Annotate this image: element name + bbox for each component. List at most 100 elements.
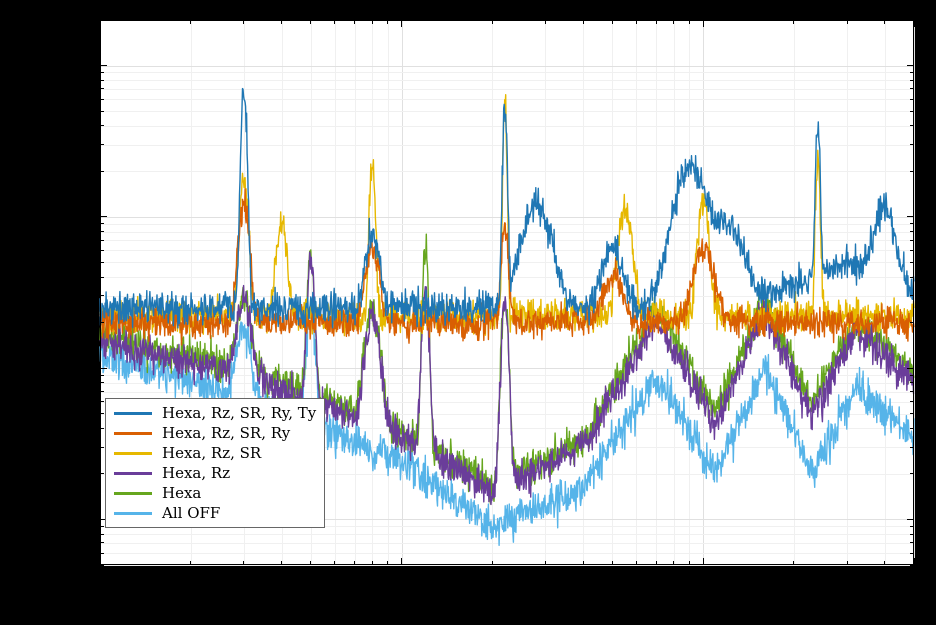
y-tick [100, 144, 104, 145]
y-tick [100, 401, 104, 402]
y-tick [100, 534, 104, 535]
x-tick [793, 20, 794, 24]
y-tick [100, 526, 104, 527]
y-tick [100, 447, 104, 448]
x-tick [884, 20, 885, 24]
y-tick [100, 375, 104, 376]
y-tick [100, 391, 104, 392]
y-tick [910, 171, 914, 172]
x-tick [689, 561, 690, 565]
y-tick [910, 542, 914, 543]
legend-swatch [114, 452, 152, 455]
x-tick [281, 561, 282, 565]
y-tick [910, 473, 914, 474]
x-tick [310, 20, 311, 24]
x-tick [354, 561, 355, 565]
x-tick [354, 20, 355, 24]
y-tick [100, 240, 104, 241]
legend-item: All OFF [114, 503, 316, 523]
legend-item: Hexa, Rz [114, 463, 316, 483]
x-tick [636, 561, 637, 565]
legend-item: Hexa, Rz, SR [114, 443, 316, 463]
y-tick [100, 322, 104, 323]
y-tick [910, 240, 914, 241]
y-tick [100, 231, 104, 232]
y-grid-minor [100, 565, 914, 566]
x-tick [401, 558, 402, 565]
y-tick [910, 413, 914, 414]
y-tick [100, 277, 104, 278]
x-tick [372, 561, 373, 565]
y-tick [910, 231, 914, 232]
y-tick [910, 526, 914, 527]
y-tick [100, 542, 104, 543]
legend-item: Hexa [114, 483, 316, 503]
y-tick [100, 295, 104, 296]
y-tick [100, 428, 104, 429]
axis-top [100, 20, 914, 21]
x-tick [689, 20, 690, 24]
y-tick [910, 401, 914, 402]
y-tick [910, 144, 914, 145]
x-tick [492, 561, 493, 565]
x-tick [243, 20, 244, 24]
series-s0 [100, 89, 914, 328]
y-tick [100, 553, 104, 554]
y-tick [910, 534, 914, 535]
x-tick [100, 558, 101, 565]
y-tick [910, 391, 914, 392]
legend-label: Hexa [162, 483, 201, 503]
legend-label: Hexa, Rz, SR, Ry, Ty [162, 403, 316, 423]
y-tick [910, 447, 914, 448]
x-tick [545, 20, 546, 24]
y-tick [100, 65, 107, 66]
x-tick [793, 561, 794, 565]
x-grid-major [914, 20, 915, 565]
x-tick [334, 20, 335, 24]
x-tick [583, 20, 584, 24]
x-tick [372, 20, 373, 24]
y-tick [910, 277, 914, 278]
axis-bottom [100, 564, 914, 565]
y-tick [907, 368, 914, 369]
legend-swatch [114, 432, 152, 435]
y-tick [910, 72, 914, 73]
x-tick [703, 20, 704, 27]
y-tick [100, 382, 104, 383]
y-tick [907, 65, 914, 66]
y-tick [910, 262, 914, 263]
y-tick [100, 250, 104, 251]
legend-label: Hexa, Rz, SR, Ry [162, 423, 290, 443]
legend-item: Hexa, Rz, SR, Ry [114, 423, 316, 443]
x-tick [545, 561, 546, 565]
x-tick [612, 561, 613, 565]
y-tick [100, 72, 104, 73]
x-tick [243, 561, 244, 565]
x-tick [656, 561, 657, 565]
x-tick [401, 20, 402, 27]
x-tick [100, 20, 101, 27]
y-tick [910, 382, 914, 383]
axis-right [913, 20, 914, 565]
x-tick [387, 561, 388, 565]
y-tick [100, 473, 104, 474]
x-tick [281, 20, 282, 24]
y-tick [910, 223, 914, 224]
x-tick [847, 20, 848, 24]
legend-swatch [114, 492, 152, 495]
legend-label: All OFF [162, 503, 220, 523]
x-tick [914, 558, 915, 565]
y-tick [910, 99, 914, 100]
legend-label: Hexa, Rz [162, 463, 230, 483]
legend-swatch [114, 472, 152, 475]
y-tick [910, 375, 914, 376]
x-tick [703, 558, 704, 565]
y-tick [100, 262, 104, 263]
y-tick [910, 88, 914, 89]
y-tick [910, 250, 914, 251]
x-tick [673, 20, 674, 24]
y-tick [910, 553, 914, 554]
y-tick [100, 125, 104, 126]
legend-swatch [114, 512, 152, 515]
x-tick [656, 20, 657, 24]
